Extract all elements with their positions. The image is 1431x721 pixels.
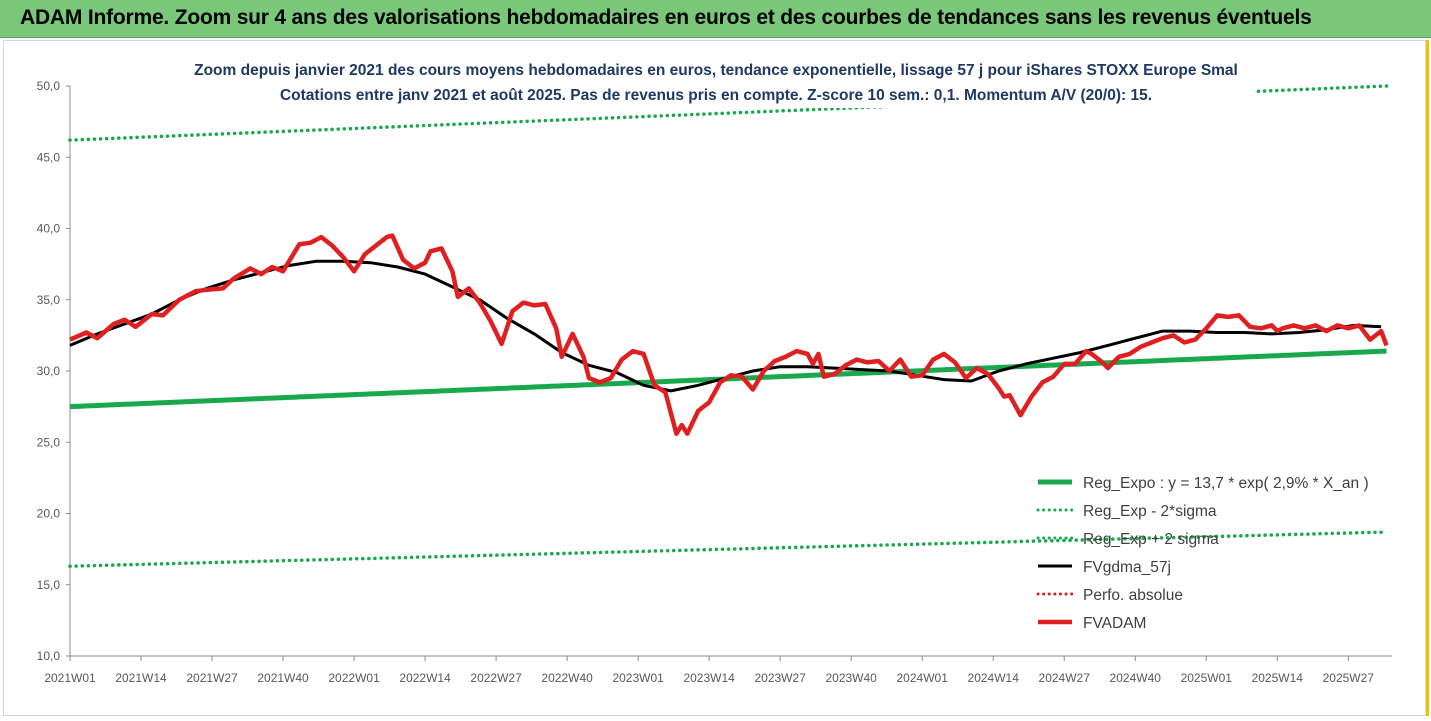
report-banner: ADAM Informe. Zoom sur 4 ans des valoris… <box>0 0 1431 38</box>
report-title: ADAM Informe. Zoom sur 4 ans des valoris… <box>20 6 1312 29</box>
y-tick-label: 10,0 <box>37 649 61 663</box>
y-tick-label: 35,0 <box>37 293 61 307</box>
x-tick-label: 2021W01 <box>44 671 96 685</box>
x-tick-label: 2021W40 <box>257 671 309 685</box>
chart-frame <box>3 40 1426 716</box>
y-tick-label: 25,0 <box>37 435 61 449</box>
x-tick-label: 2024W40 <box>1110 671 1162 685</box>
reg-exp-minus-line <box>68 530 1389 568</box>
x-tick-label: 2024W27 <box>1039 671 1091 685</box>
y-tick-label: 50,0 <box>37 79 61 93</box>
x-tick-label: 2024W01 <box>897 671 949 685</box>
x-tick-label: 2023W40 <box>825 671 877 685</box>
legend-fvgdma-label: FVgdma_57j <box>1083 559 1171 576</box>
x-tick-label: 2025W01 <box>1181 671 1233 685</box>
chart-title-box: Zoom depuis janvier 2021 des cours moyen… <box>178 58 1254 108</box>
legend-fvadam-label: FVADAM <box>1083 615 1146 632</box>
legend-reg-exp-plus-label: Reg_Exp + 2 sigma <box>1083 531 1219 548</box>
y-tick-label: 15,0 <box>37 578 61 592</box>
legend-reg-exp-minus-label: Reg_Exp - 2*sigma <box>1083 503 1217 520</box>
y-tick-label: 45,0 <box>37 150 61 164</box>
chart-subtitle: Cotations entre janv 2021 et août 2025. … <box>279 87 1153 104</box>
y-tick-label: 40,0 <box>37 222 61 236</box>
x-tick-label: 2021W27 <box>186 671 238 685</box>
y-tick-label: 30,0 <box>37 364 61 378</box>
x-tick-label: 2025W27 <box>1323 671 1375 685</box>
legend-perfo-absolue-label: Perfo. absolue <box>1083 587 1183 604</box>
x-tick-label: 2025W14 <box>1252 671 1304 685</box>
x-tick-label: 2023W01 <box>612 671 664 685</box>
x-tick-label: 2023W27 <box>754 671 806 685</box>
chart-title: Zoom depuis janvier 2021 des cours moyen… <box>194 62 1238 79</box>
fvgdma-line <box>69 259 1382 393</box>
x-tick-label: 2022W01 <box>328 671 380 685</box>
frame-accent-border <box>1426 40 1429 716</box>
x-tick-label: 2023W14 <box>683 671 735 685</box>
x-tick-label: 2022W27 <box>470 671 522 685</box>
x-tick-label: 2024W14 <box>968 671 1020 685</box>
y-tick-label: 20,0 <box>37 507 61 521</box>
legend-reg-expo-label: Reg_Expo : y = 13,7 * exp( 2,9% * X_an ) <box>1083 475 1369 492</box>
x-tick-label: 2021W14 <box>115 671 167 685</box>
fvadam-line <box>69 233 1389 436</box>
x-tick-label: 2022W40 <box>541 671 593 685</box>
x-tick-label: 2022W14 <box>399 671 451 685</box>
